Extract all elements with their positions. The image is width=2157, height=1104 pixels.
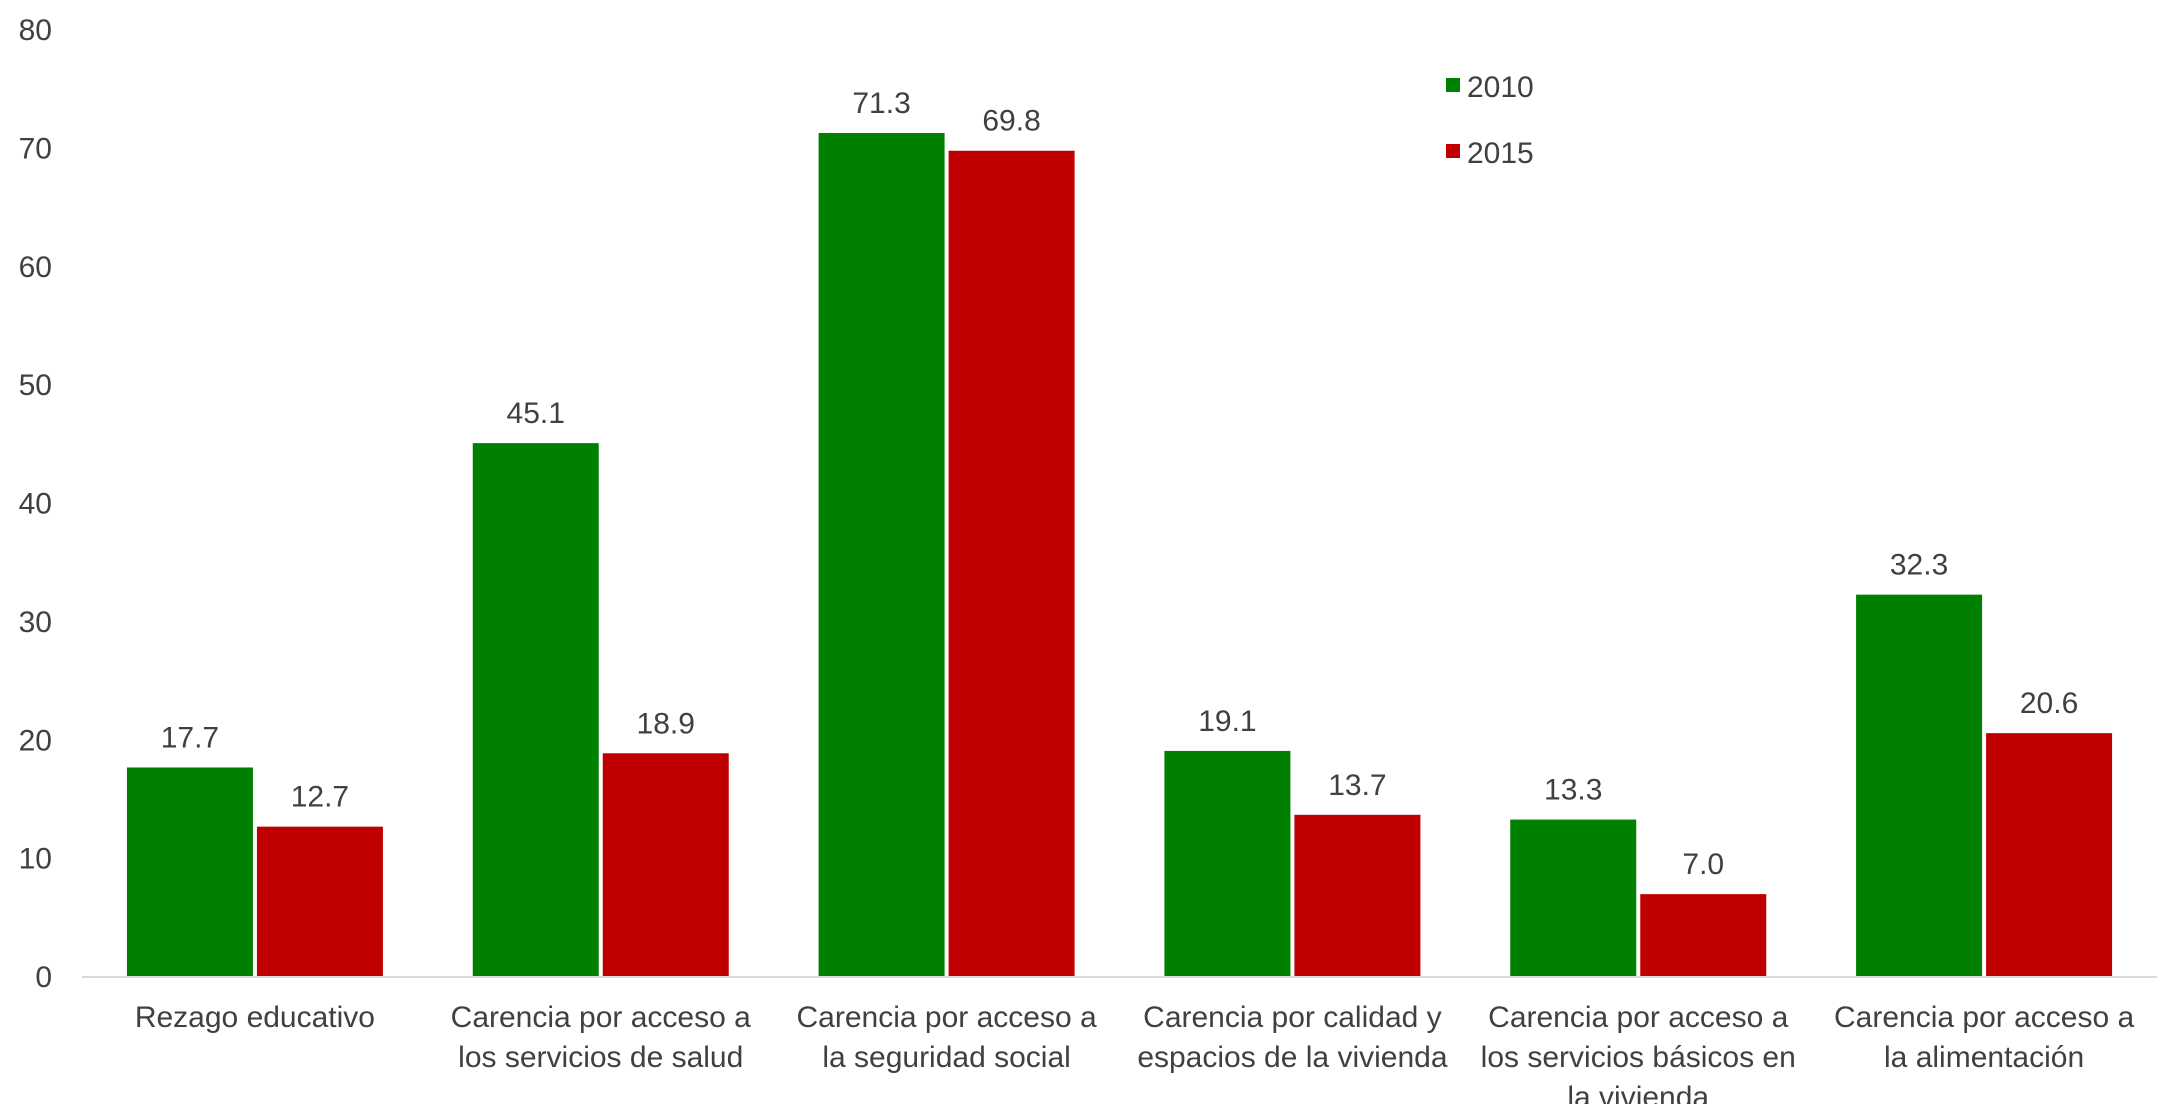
legend-swatch-2015 (1446, 144, 1460, 158)
bar-2010 (472, 443, 599, 977)
data-label-2010: 19.1 (1198, 705, 1256, 738)
category-label-line: Carencia por acceso a (451, 1001, 751, 1034)
data-label-2010: 45.1 (507, 397, 565, 430)
data-label-2010: 17.7 (161, 721, 219, 754)
category-label: Carencia por calidad y espacios de la viv… (1137, 1001, 1448, 1074)
bars (126, 132, 2113, 977)
legend: 2010 2015 (1446, 71, 1534, 170)
bar-2015 (602, 753, 729, 977)
category-label: Carencia por acceso a la seguridad social (796, 1001, 1096, 1074)
legend-label-2015: 2015 (1467, 137, 1534, 170)
category-label: Rezago educativo (135, 1001, 375, 1034)
legend-label-2010: 2010 (1467, 71, 1534, 104)
category-label: Carencia por acceso a los servicios básic… (1481, 1001, 1796, 1104)
y-tick-label: 50 (19, 369, 52, 402)
data-label-2015: 12.7 (291, 781, 349, 814)
x-axis: Rezago educativo Carencia por acceso a los… (135, 1001, 2135, 1104)
bar-2010 (126, 767, 253, 977)
bar-2010 (818, 132, 945, 977)
bar-2015 (1640, 894, 1767, 977)
data-label-2010: 32.3 (1890, 549, 1948, 582)
category-label-line: Carencia por acceso a (796, 1001, 1096, 1034)
y-tick-label: 0 (35, 961, 52, 994)
legend-swatch-2010 (1446, 78, 1460, 92)
y-tick-label: 60 (19, 251, 52, 284)
y-tick-label: 80 (19, 14, 52, 47)
data-label-2015: 69.8 (982, 105, 1040, 138)
bar-2015 (948, 150, 1075, 977)
bar-2010 (1164, 750, 1291, 977)
category-label: Carencia por acceso a los servicios de sa… (451, 1001, 751, 1074)
data-label-2015: 20.6 (2020, 687, 2078, 720)
bar-2010 (1856, 594, 1983, 977)
category-label: Carencia por acceso a la alimentación (1834, 1001, 2134, 1074)
category-label-line: Carencia por acceso a (1834, 1001, 2134, 1034)
data-label-2010: 13.3 (1544, 774, 1602, 807)
data-labels: 17.7 12.7 45.1 18.9 71.3 69.8 19.1 13.7 13.3 7.0 3… (161, 87, 2079, 881)
y-tick-label: 20 (19, 724, 52, 757)
y-tick-label: 70 (19, 132, 52, 165)
data-label-2015: 13.7 (1328, 769, 1386, 802)
bar-2015 (1986, 733, 2113, 977)
y-tick-label: 10 (19, 843, 52, 876)
category-label-line: los servicios de salud (458, 1041, 743, 1074)
bar-2015 (1294, 814, 1421, 977)
category-label-line: Carencia por calidad y (1143, 1001, 1442, 1034)
category-label-line: Carencia por acceso a (1488, 1001, 1788, 1034)
y-tick-label: 40 (19, 488, 52, 521)
data-label-2015: 18.9 (637, 707, 695, 740)
category-label-line: la vivienda (1567, 1081, 1709, 1104)
bar-2010 (1510, 819, 1637, 977)
category-label-line: espacios de la vivienda (1137, 1041, 1448, 1074)
category-label-line: la seguridad social (822, 1041, 1070, 1074)
data-label-2015: 7.0 (1682, 848, 1724, 881)
bar-2015 (256, 826, 383, 977)
category-label-line: Rezago educativo (135, 1001, 375, 1034)
y-tick-label: 30 (19, 606, 52, 639)
category-label-line: los servicios básicos en (1481, 1041, 1796, 1074)
y-axis: 0 10 20 30 40 50 60 70 80 (19, 14, 52, 994)
category-label-line: la alimentación (1884, 1041, 2084, 1074)
data-label-2010: 71.3 (852, 87, 910, 120)
